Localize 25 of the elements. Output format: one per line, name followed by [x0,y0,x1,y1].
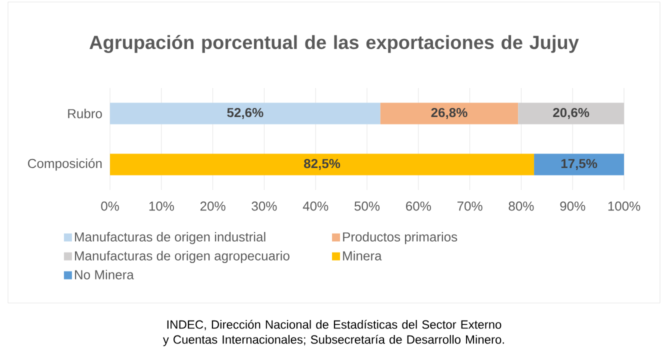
x-tick-label: 80% [508,202,534,211]
legend-label: Manufacturas de origen industrial [75,232,266,244]
data-label: 20,6% [553,108,590,120]
x-tick-label: 50% [354,202,380,211]
y-tick-label: Composición [28,158,102,171]
legend-label: Productos primarios [343,232,458,244]
x-tick-label: 40% [302,202,328,211]
data-label: 52,6% [227,108,264,120]
chart-title: Agrupación porcentual de las exportaciones de Jujuy [90,35,579,53]
data-label: 26,8% [431,108,468,120]
x-tick-label: 30% [252,202,277,211]
legend-label: Minera [343,250,382,260]
text: INDEC, Dirección Nacional de Estadísticas del Sector Externo y Cuentas Internacionales; Subsecretaría de Desarrollo Minero. [162,320,504,346]
legend-label: No Minera [75,270,134,280]
data-label: 82,5% [304,158,340,170]
x-tick-label: 90% [560,202,586,211]
x-tick-label: 70% [457,202,482,211]
x-tick-label: 100% [608,202,640,211]
legend-label: Manufacturas de origen agropecuario [75,250,290,264]
x-tick-label: 60% [406,202,431,211]
y-tick-label: Rubro [68,108,102,118]
x-tick-label: 20% [200,202,226,211]
data-label: 17,5% [561,158,598,170]
x-tick-label: 0% [101,202,119,211]
x-tick-label: 10% [149,202,174,211]
